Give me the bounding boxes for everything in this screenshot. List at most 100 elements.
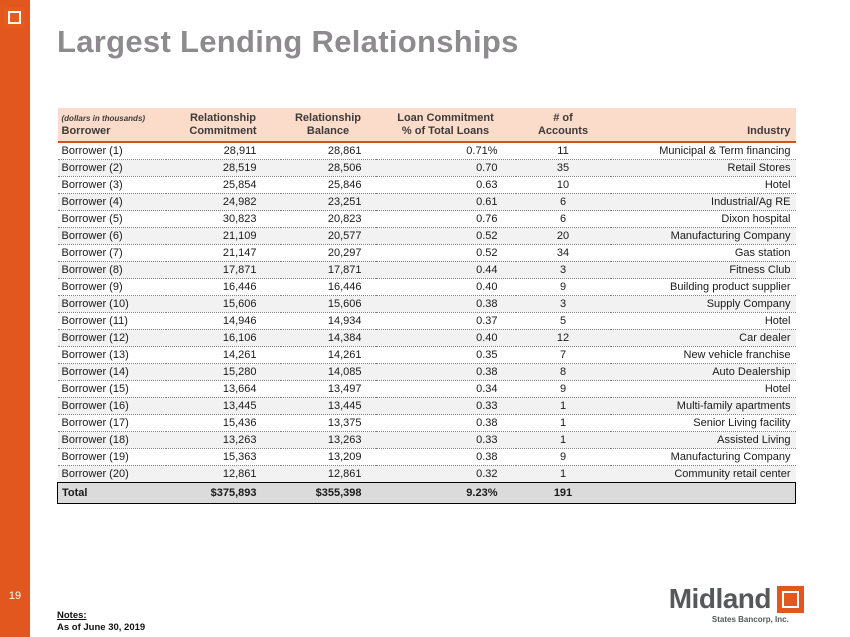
logo-wordmark: Midland xyxy=(668,583,772,614)
table-cell: Municipal & Term financing xyxy=(610,142,796,160)
table-cell: 14,384 xyxy=(280,329,376,347)
table-cell: 23,251 xyxy=(280,193,376,211)
table-cell: Borrower (5) xyxy=(57,210,166,228)
table-cell: 15,606 xyxy=(280,295,376,313)
table-cell: 34 xyxy=(515,244,611,262)
table-cell: Dixon hospital xyxy=(610,210,796,228)
header-cell xyxy=(610,108,796,124)
table-cell: Assisted Living xyxy=(610,431,796,449)
table-cell: 5 xyxy=(515,312,611,330)
table-cell: Auto Dealership xyxy=(610,363,796,381)
header-cell-pct-loans: % of Total Loans xyxy=(375,124,516,143)
table-cell: 0.32 xyxy=(375,465,516,483)
table-row: Borrower (1) 28,911 28,861 0.71% 11 Municipal… xyxy=(57,142,796,160)
table-cell: 0.38 xyxy=(375,295,516,313)
page-title: Largest Lending Relationships xyxy=(57,24,519,59)
table-cell: 1 xyxy=(515,414,611,432)
table-header-row-2: Borrower Commitment Balance % of Total L… xyxy=(57,124,796,143)
total-commitment: $375,893 xyxy=(165,482,281,504)
table-cell: 28,519 xyxy=(165,159,281,177)
table-cell: Borrower (13) xyxy=(57,346,166,364)
table-cell: 20,577 xyxy=(280,227,376,245)
table-cell: 28,506 xyxy=(280,159,376,177)
table-cell: 0.35 xyxy=(375,346,516,364)
table-cell: Community retail center xyxy=(610,465,796,483)
logo-row: Midland xyxy=(669,585,804,613)
table-row: Borrower (20) 12,861 12,861 0.32 1 Community … xyxy=(57,465,796,483)
table-header: (dollars in thousands) Relationship Rela… xyxy=(57,108,796,143)
table-cell: Hotel xyxy=(610,380,796,398)
table-cell: Borrower (2) xyxy=(57,159,166,177)
table-cell: Borrower (11) xyxy=(57,312,166,330)
table-cell: Car dealer xyxy=(610,329,796,347)
table-cell: 0.76 xyxy=(375,210,516,228)
table-row: Borrower (2) 28,519 28,506 0.70 35 Retail Sto… xyxy=(57,159,796,177)
table-cell: 14,261 xyxy=(280,346,376,364)
left-accent-bar: 19 xyxy=(0,0,30,637)
table-cell: 1 xyxy=(515,431,611,449)
table-row: Borrower (14) 15,280 14,085 0.38 8 Auto Deale… xyxy=(57,363,796,381)
table-cell: 13,263 xyxy=(280,431,376,449)
table-cell: Industrial/Ag RE xyxy=(610,193,796,211)
table-cell: 0.37 xyxy=(375,312,516,330)
table-cell: 8 xyxy=(515,363,611,381)
table-cell: 21,109 xyxy=(165,227,281,245)
table-cell: Borrower (4) xyxy=(57,193,166,211)
table-cell: 21,147 xyxy=(165,244,281,262)
table-cell: 20 xyxy=(515,227,611,245)
table-cell: 9 xyxy=(515,380,611,398)
table-cell: Gas station xyxy=(610,244,796,262)
total-balance: $355,398 xyxy=(280,482,376,504)
table-cell: Borrower (1) xyxy=(57,142,166,160)
table-cell: 0.38 xyxy=(375,448,516,466)
table-cell: Borrower (6) xyxy=(57,227,166,245)
table-cell: 15,280 xyxy=(165,363,281,381)
table-cell: Borrower (8) xyxy=(57,261,166,279)
table-cell: 0.40 xyxy=(375,329,516,347)
table-cell: 14,261 xyxy=(165,346,281,364)
table-cell: Hotel xyxy=(610,312,796,330)
table-row: Borrower (5) 30,823 20,823 0.76 6 Dixon hospi… xyxy=(57,210,796,228)
table-cell: 20,297 xyxy=(280,244,376,262)
table-row: Borrower (9) 16,446 16,446 0.40 9 Building pr… xyxy=(57,278,796,296)
notes-text: As of June 30, 2019 xyxy=(57,622,146,634)
table-cell: 0.34 xyxy=(375,380,516,398)
table-cell: 13,209 xyxy=(280,448,376,466)
table-cell: 0.33 xyxy=(375,431,516,449)
lending-table: (dollars in thousands) Relationship Rela… xyxy=(57,108,796,504)
table-cell: 3 xyxy=(515,295,611,313)
table-cell: 13,375 xyxy=(280,414,376,432)
table-cell: 10 xyxy=(515,176,611,194)
header-cell-balance: Balance xyxy=(280,124,376,143)
table-cell: 0.38 xyxy=(375,363,516,381)
header-cell-industry: Industry xyxy=(610,124,796,143)
table-cell: 0.71% xyxy=(375,142,516,160)
total-accounts: 191 xyxy=(515,482,611,504)
table-cell: Multi-family apartments xyxy=(610,397,796,415)
table-cell: 1 xyxy=(515,465,611,483)
table-cell: 0.70 xyxy=(375,159,516,177)
table-cell: Supply Company xyxy=(610,295,796,313)
table-cell: 0.40 xyxy=(375,278,516,296)
table-cell: 0.38 xyxy=(375,414,516,432)
table-row: Borrower (10) 15,606 15,606 0.38 3 Supply Com… xyxy=(57,295,796,313)
table-cell: Building product supplier xyxy=(610,278,796,296)
table-cell: 11 xyxy=(515,142,611,160)
table-row: Borrower (15) 13,664 13,497 0.34 9 Hotel xyxy=(57,380,796,398)
table-header-row-1: (dollars in thousands) Relationship Rela… xyxy=(57,108,796,124)
logo-square-icon xyxy=(777,585,804,613)
table-cell: 0.44 xyxy=(375,261,516,279)
table-body: Borrower (1) 28,911 28,861 0.71% 11 Municipal… xyxy=(57,142,796,483)
table-cell: 1 xyxy=(515,397,611,415)
units-note: (dollars in thousands) xyxy=(57,108,166,124)
brand-square-icon xyxy=(4,7,25,28)
table-cell: 0.63 xyxy=(375,176,516,194)
total-row: Total $375,893 $355,398 9.23% 191 xyxy=(57,482,796,504)
table-cell: 28,911 xyxy=(165,142,281,160)
table-cell: 15,363 xyxy=(165,448,281,466)
table-cell: 0.52 xyxy=(375,244,516,262)
table-cell: Borrower (14) xyxy=(57,363,166,381)
table-row: Borrower (7) 21,147 20,297 0.52 34 Gas statio… xyxy=(57,244,796,262)
footnotes: Notes: As of June 30, 2019 xyxy=(57,610,145,635)
